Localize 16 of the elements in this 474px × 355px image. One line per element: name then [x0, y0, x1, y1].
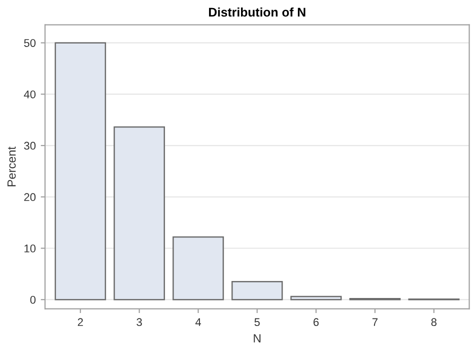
x-tick-label: 7 — [372, 318, 378, 326]
x-tick-label: 2 — [78, 318, 83, 326]
y-axis-title: Percent — [8, 146, 16, 186]
y-tick-label: 50 — [24, 39, 36, 47]
y-tick-label: 40 — [24, 90, 36, 98]
x-axis-title: N — [254, 334, 260, 342]
y-tick-label: 30 — [24, 142, 36, 150]
y-tick-label: 0 — [30, 296, 36, 304]
x-tick-label: 5 — [254, 318, 260, 326]
x-tick-label: 4 — [195, 318, 201, 326]
x-tick-label: 3 — [136, 318, 142, 326]
y-tick-label: 20 — [24, 193, 36, 202]
chart-title: Distribution of N — [209, 7, 306, 17]
y-tick-label: 10 — [24, 244, 36, 252]
x-tick-label: 8 — [431, 318, 437, 326]
x-tick-label: 6 — [314, 318, 319, 326]
